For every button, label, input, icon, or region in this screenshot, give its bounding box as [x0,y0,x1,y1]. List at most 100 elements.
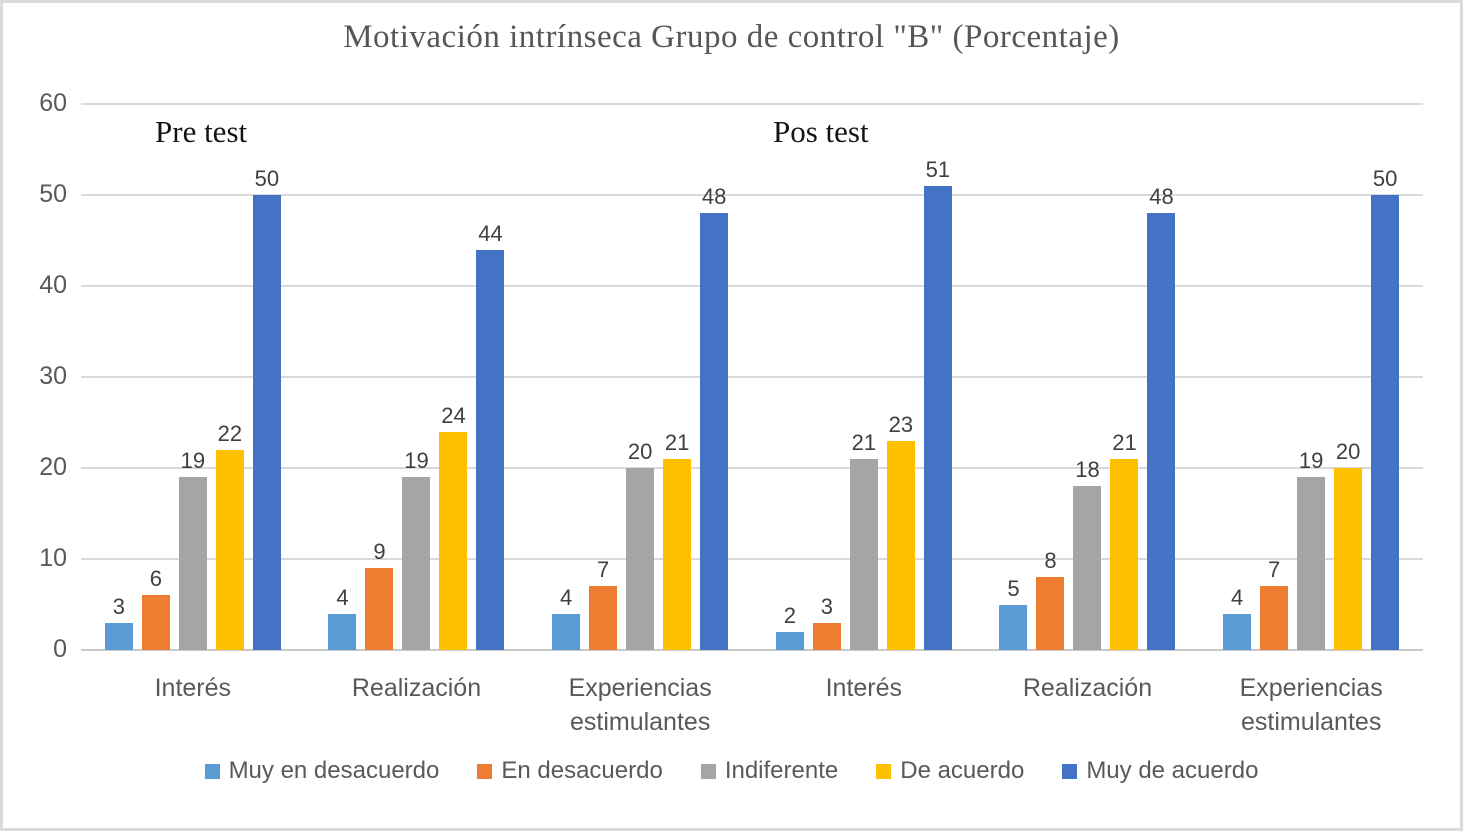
bar-value-label: 19 [404,448,429,474]
legend-item: Indiferente [700,757,838,785]
bar-group: 2 3 21 23 51 [752,104,976,650]
bar-value-label: 48 [701,184,727,210]
bar-group: 4 9 19 24 44 [305,104,529,650]
bar-column: 8 [1036,104,1065,650]
bar-value-label: 3 [820,593,833,619]
y-tick-label: 30 [39,362,67,390]
gridline [81,467,1423,470]
legend-swatch [204,763,220,779]
bar-column: 4 [328,104,357,650]
bar [1334,468,1363,650]
legend-label: En desacuerdo [501,757,663,784]
bar [476,249,505,650]
bar-value-label: 2 [783,602,796,628]
x-category-label: Experiencias estimulantes [1239,674,1383,736]
bar-column: 44 [476,104,505,650]
legend-label: Muy en desacuerdo [228,757,440,784]
gridline [81,103,1423,105]
bar-column: 5 [999,104,1028,650]
bar-value-label: 4 [560,584,573,610]
bar-value-label: 50 [254,166,280,191]
bar-column: 23 [886,104,915,650]
bar-value-label: 8 [1044,548,1057,574]
bar-column: 19 [178,104,207,650]
bar [1223,613,1252,650]
bar-value-label: 51 [925,156,951,182]
bar-column: 7 [1260,104,1289,650]
bar-column: 21 [1110,104,1139,650]
x-category-label: Interés [825,674,903,702]
bar-group: 3 6 19 22 50 [81,104,305,650]
bar [626,468,655,650]
bar-group: 5 8 18 21 48 [976,104,1200,650]
bar [775,631,804,650]
bar-value-label: 4 [336,584,349,610]
annotation-pre-test: Pre test [155,114,248,149]
bar [215,449,244,650]
bar [328,613,357,650]
legend: Muy en desacuerdo En desacuerdo Indiferent… [3,757,1460,785]
x-axis: Interés Realización Experiencias estimulan… [81,672,1423,742]
legend-label: Muy de acuerdo [1086,757,1259,784]
legend-item: En desacuerdo [477,757,663,785]
bar [104,622,133,650]
bar-value-label: 24 [441,402,466,428]
bar-column: 4 [552,104,581,650]
bar-column: 50 [1371,104,1400,650]
bar [886,440,915,650]
gridline [81,285,1423,288]
bar [252,195,281,650]
bar [849,458,878,650]
bar-value-label: 18 [1075,457,1100,483]
bar [1073,486,1102,650]
gridline [81,376,1423,378]
bar [589,586,618,650]
legend-item: Muy en desacuerdo [204,757,440,785]
bar-column: 19 [402,104,431,650]
bar-column: 4 [1223,104,1252,650]
bar-column: 2 [775,104,804,650]
bar-column: 22 [215,104,244,650]
legend-item: De acuerdo [876,757,1024,785]
legend-swatch [477,763,493,779]
bar-value-label: 19 [180,448,206,474]
y-tick-label: 40 [39,271,67,300]
bar [141,595,170,650]
bar-value-label: 20 [1335,439,1361,464]
bar-column: 19 [1297,104,1326,650]
bar-value-label: 20 [627,439,653,464]
bar-value-label: 21 [1112,429,1137,455]
x-axis-line [81,649,1423,651]
bar [1260,586,1289,650]
bar-value-label: 21 [851,429,877,455]
y-tick-label: 10 [39,544,67,573]
bar-value-label: 44 [478,220,503,246]
bar-column: 21 [849,104,878,650]
bar [1036,577,1065,650]
bar-value-label: 48 [1149,184,1174,210]
bar [1147,213,1176,650]
bar-value-label: 6 [149,566,162,592]
bar-value-label: 21 [664,429,690,455]
bar-value-label: 3 [112,593,125,619]
bar [663,458,692,650]
bar-value-label: 9 [373,539,386,565]
bar [999,604,1028,650]
bar [1110,458,1139,650]
chart-title: Motivación intrínseca Grupo de control "… [343,19,1120,55]
bar-value-label: 4 [1231,584,1244,610]
bar [1371,195,1400,650]
bar-column: 20 [626,104,655,650]
y-tick-label: 50 [39,180,67,208]
bar [365,568,394,650]
bar [812,622,841,650]
gridline [81,558,1423,561]
bar-column: 21 [663,104,692,650]
y-tick-label: 0 [53,635,67,663]
legend-swatch [876,763,892,779]
bar-column: 9 [365,104,394,650]
bar-column: 48 [700,104,729,650]
bar-group: 4 7 20 21 48 [528,104,752,650]
bar-value-label: 7 [597,557,610,583]
bar-column: 7 [589,104,618,650]
